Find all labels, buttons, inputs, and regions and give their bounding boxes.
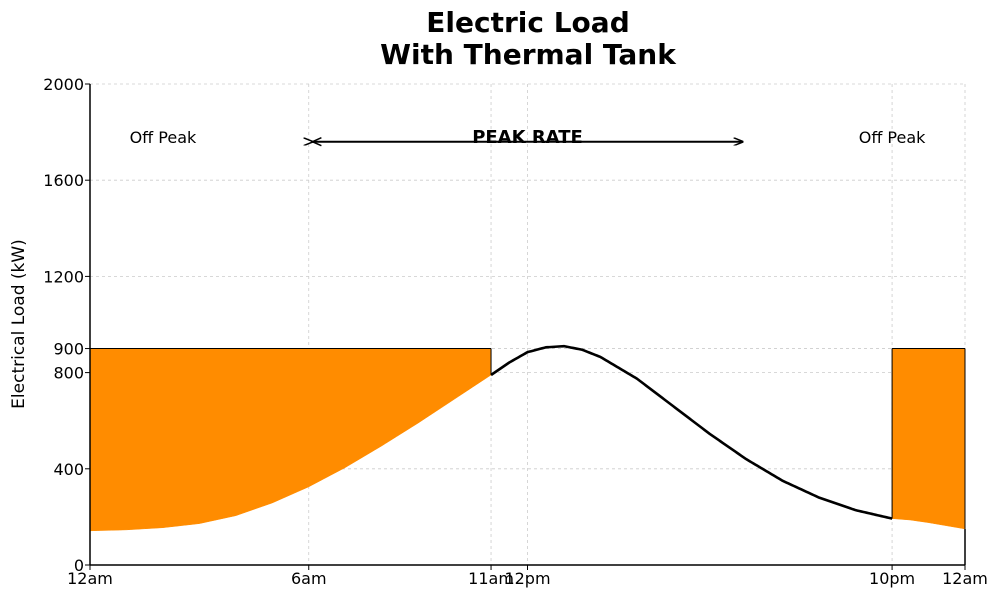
x-tick-label: 12am xyxy=(942,569,988,588)
chart-title-line-1: Electric Load xyxy=(426,6,629,39)
x-tick-label: 6am xyxy=(291,569,327,588)
y-tick-label: 2000 xyxy=(43,75,84,94)
tank-charging-area-1 xyxy=(89,348,492,532)
load-curve xyxy=(490,344,893,520)
y-tick-label: 1600 xyxy=(43,171,84,190)
peak-rate-label: PEAK RATE xyxy=(472,127,583,148)
tank-charging-fill xyxy=(89,348,966,532)
y-tick-label: 800 xyxy=(53,364,84,383)
y-tick-label: 1200 xyxy=(43,267,84,286)
x-tick-label: 12pm xyxy=(504,569,550,588)
y-tick-label: 900 xyxy=(53,340,84,359)
y-tick-label: 0 xyxy=(74,556,84,575)
chart-title-line-2: With Thermal Tank xyxy=(380,38,677,71)
y-tick-label: 400 xyxy=(53,460,84,479)
x-tick-label: 11am xyxy=(468,569,514,588)
y-tick-labels: 0 400 800 900 1200 1600 2000 xyxy=(43,75,90,575)
off-peak-label: Off Peak xyxy=(859,128,926,147)
y-axis-label: Electrical Load (kW) xyxy=(9,239,29,409)
x-tick-label: 12am xyxy=(67,569,113,588)
x-tick-label: 10pm xyxy=(869,569,915,588)
annotations: Off Peak PEAK RATE Off Peak xyxy=(130,127,927,148)
arrowhead-left xyxy=(310,137,322,147)
off-peak-label: Off Peak xyxy=(130,128,197,147)
load-curve-line xyxy=(490,344,893,520)
tank-charging-area-2 xyxy=(891,348,966,530)
